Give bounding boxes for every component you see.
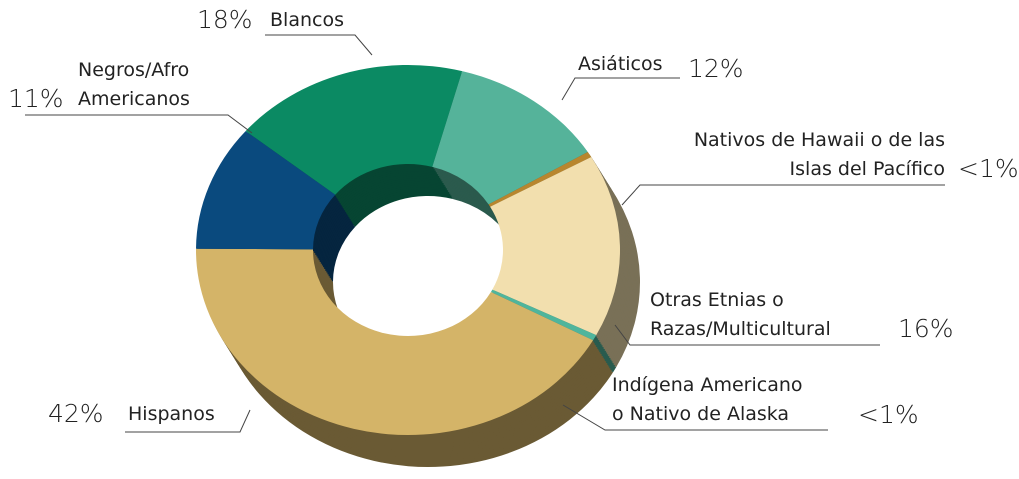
slice — [196, 131, 336, 250]
slice — [490, 289, 597, 341]
slice-label: Otras Etnias o Razas/Multicultural — [650, 289, 831, 340]
slice — [432, 71, 588, 205]
leader-line — [125, 409, 251, 433]
slice — [490, 156, 620, 336]
value-label: 18% — [197, 5, 253, 34]
slice-label: Nativos de Hawaii o de las Islas del Pac… — [693, 129, 945, 180]
value-label: <1% — [958, 154, 1019, 183]
slice-label: Indígena Americano o Nativo de Alaska — [612, 374, 803, 425]
value-label: 11% — [8, 84, 64, 113]
leader-line — [25, 114, 253, 134]
slice-label: Asiáticos — [578, 53, 663, 75]
slice — [245, 65, 463, 195]
slice-label: Blancos — [270, 9, 344, 31]
leader-line — [265, 34, 373, 56]
slice — [196, 248, 594, 436]
value-label: 42% — [48, 399, 104, 428]
leader-line — [561, 77, 680, 101]
slice — [488, 151, 592, 207]
leader-line — [562, 404, 828, 431]
leader-line — [614, 324, 880, 346]
value-label: <1% — [858, 400, 919, 429]
slice-label: Hispanos — [128, 403, 215, 425]
slice-label: Negros/Afro Americanos — [78, 59, 190, 110]
value-label: 12% — [688, 54, 744, 83]
value-label: 16% — [898, 314, 954, 343]
leader-line — [621, 184, 945, 206]
